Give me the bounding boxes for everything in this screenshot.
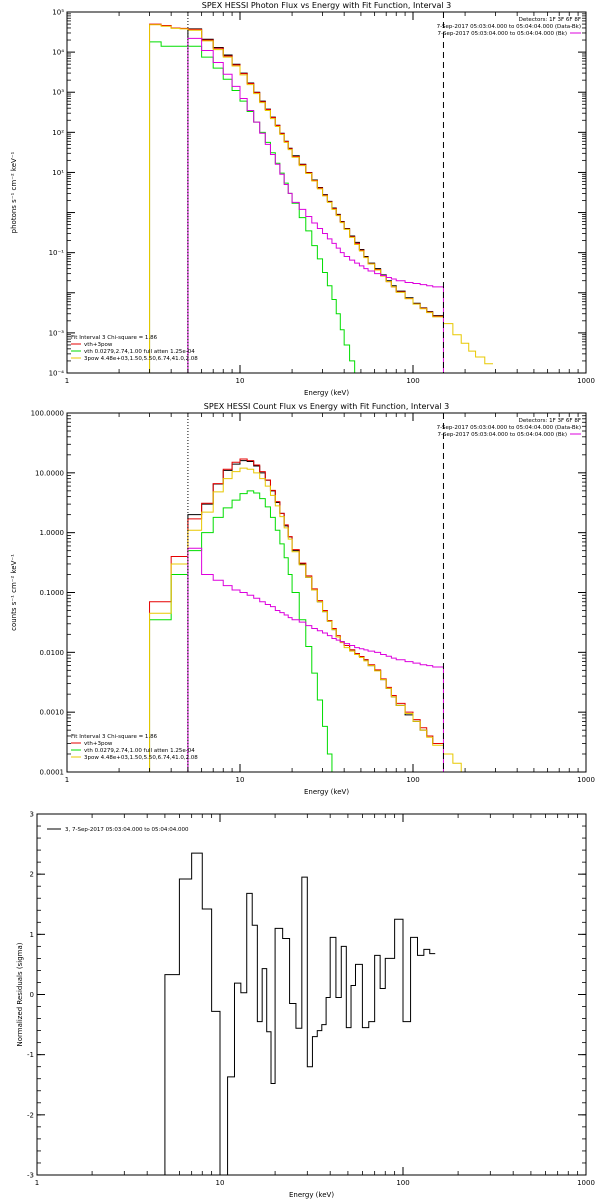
y-tick-label: -1 xyxy=(27,1051,34,1059)
y-tick-label: 2 xyxy=(30,871,34,879)
legend-entry: 3, 7-Sep-2017 05:03:04.000 to 05:04:04.0… xyxy=(65,827,189,833)
y-tick-label: 10⁻³ xyxy=(49,329,65,337)
y-tick-label: 0.0100 xyxy=(40,649,65,657)
x-tick-label: 1 xyxy=(35,1179,39,1187)
y-tick-label: -3 xyxy=(27,1172,34,1180)
series-line-3 xyxy=(149,41,364,373)
x-tick-label: 1000 xyxy=(577,1179,595,1187)
plot-frame xyxy=(66,412,587,773)
x-tick-label: 10 xyxy=(236,776,245,784)
y-tick-label: 0.0010 xyxy=(40,709,65,717)
x-tick-label: 10 xyxy=(236,377,245,385)
legend-entry: vth 0.0279,2.74,1.00 full atten 1.25e-04 xyxy=(84,748,195,754)
series-line-1 xyxy=(187,460,444,772)
x-tick-label: 1 xyxy=(65,377,69,385)
series-line-3 xyxy=(149,490,355,772)
series-line-4 xyxy=(149,24,493,373)
y-tick-label: 0.1000 xyxy=(40,589,65,597)
fit-info: Fit Interval 3 Chi-square = 1.86 xyxy=(71,335,158,341)
y-tick-label: 0 xyxy=(30,991,34,999)
header-data-interval: 7-Sep-2017 05:03:04.000 to 05:04:04.000 … xyxy=(437,425,581,431)
x-axis-label: Energy (keV) xyxy=(289,1191,334,1199)
y-tick-label: 10⁵ xyxy=(52,9,64,17)
y-axis-label: counts s⁻¹ cm⁻² keV⁻¹ xyxy=(10,554,18,631)
series-line-5 xyxy=(187,547,444,772)
plot-frame xyxy=(66,11,587,374)
legend-entry: vth 0.0279,2.74,1.00 full atten 1.25e-04 xyxy=(84,349,195,355)
y-tick-label: 1.0000 xyxy=(40,529,65,537)
x-tick-label: 100 xyxy=(406,377,419,385)
legend-entry: 3pow 4.48e+03,1.50,5.50,6.74,41.0,2.08 xyxy=(84,356,198,362)
y-tick-label: 10¹ xyxy=(52,169,64,177)
header-detectors: Detectors: 1F 3F 6F 8F xyxy=(519,17,581,23)
x-tick-label: 10 xyxy=(216,1179,225,1187)
y-tick-label: 3 xyxy=(30,811,34,819)
legend-entry: vth+3pow xyxy=(84,342,113,348)
series-group xyxy=(135,458,493,772)
x-tick-label: 100 xyxy=(396,1179,409,1187)
x-tick-label: 1000 xyxy=(577,776,595,784)
series-line-5 xyxy=(187,37,444,373)
series-line-1 xyxy=(187,28,444,373)
y-tick-label: 10⁻⁴ xyxy=(49,370,65,378)
legend-entry: 3pow 4.48e+03,1.50,5.50,6.74,41.0,2.08 xyxy=(84,755,198,761)
y-tick-label: 10⁻¹ xyxy=(49,249,65,257)
series-line-2 xyxy=(149,23,444,373)
y-tick-label: 0.0001 xyxy=(40,769,65,777)
y-axis-label: Normalized Residuals (sigma) xyxy=(16,942,24,1046)
y-tick-label: 10³ xyxy=(52,89,64,97)
series-line-4 xyxy=(149,467,493,772)
y-axis-label: photons s⁻¹ cm⁻² keV⁻¹ xyxy=(10,151,18,233)
x-tick-label: 100 xyxy=(406,776,419,784)
legend-entry: vth+3pow xyxy=(84,741,113,747)
fit-info: Fit Interval 3 Chi-square = 1.86 xyxy=(71,734,158,740)
header-detectors: Detectors: 1F 3F 6F 8F xyxy=(519,418,581,424)
chart-panel-1: SPEX HESSI Photon Flux vs Energy with Fi… xyxy=(10,1,595,397)
chart-title: SPEX HESSI Count Flux vs Energy with Fit… xyxy=(204,402,449,411)
x-tick-label: 1000 xyxy=(577,377,595,385)
y-tick-label: 10⁴ xyxy=(52,49,64,57)
chart-title: SPEX HESSI Photon Flux vs Energy with Fi… xyxy=(202,1,452,10)
y-tick-label: 10² xyxy=(52,129,64,137)
series-group xyxy=(149,23,493,373)
series-line-1 xyxy=(164,852,436,1175)
y-tick-label: 1 xyxy=(30,931,34,939)
plot-frame xyxy=(36,813,587,1176)
series-line-2 xyxy=(135,458,444,772)
y-tick-label: 10.0000 xyxy=(35,469,64,477)
series-group xyxy=(164,852,436,1175)
y-tick-label: 100.0000 xyxy=(31,410,64,418)
header-data-interval: 7-Sep-2017 05:03:04.000 to 05:04:04.000 … xyxy=(437,24,581,30)
chart-panel-3: 1 10 100 1000 -3 -2 -1 0 1 2 3 Energy (keV) Normaliz… xyxy=(16,811,595,1200)
header-bk-interval: 7-Sep-2017 05:03:04.000 to 05:04:04.000 … xyxy=(438,31,568,37)
header-bk-interval: 7-Sep-2017 05:03:04.000 to 05:04:04.000 … xyxy=(438,432,568,438)
x-tick-label: 1 xyxy=(65,776,69,784)
x-axis-label: Energy (keV) xyxy=(304,389,349,397)
y-tick-label: -2 xyxy=(27,1111,34,1119)
x-axis-label: Energy (keV) xyxy=(304,788,349,796)
chart-panel-2: SPEX HESSI Count Flux vs Energy with Fit… xyxy=(10,402,595,796)
